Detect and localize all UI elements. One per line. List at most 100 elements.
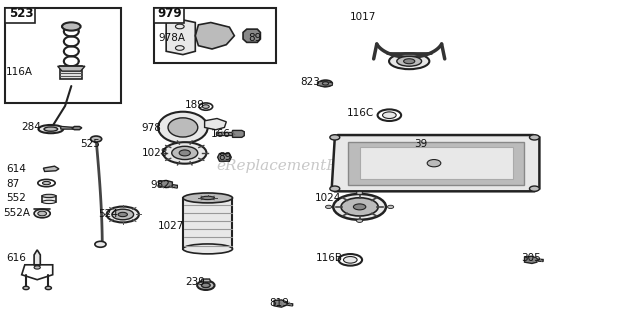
Text: 525: 525 <box>81 139 100 149</box>
Ellipse shape <box>95 241 106 247</box>
Text: 978: 978 <box>141 123 161 133</box>
Polygon shape <box>61 126 76 129</box>
Ellipse shape <box>183 193 232 203</box>
Ellipse shape <box>107 207 139 222</box>
Polygon shape <box>525 256 537 263</box>
Ellipse shape <box>118 213 128 217</box>
Text: 189: 189 <box>185 100 205 110</box>
Ellipse shape <box>158 112 208 143</box>
Text: 552A: 552A <box>3 209 30 218</box>
Polygon shape <box>60 66 82 79</box>
Ellipse shape <box>343 257 357 263</box>
Text: 305: 305 <box>521 253 541 262</box>
Ellipse shape <box>179 150 190 156</box>
Ellipse shape <box>383 112 396 118</box>
Text: 1027: 1027 <box>158 221 185 231</box>
Ellipse shape <box>38 125 63 133</box>
Bar <box>154 8 184 23</box>
Text: 978A: 978A <box>158 33 185 43</box>
Polygon shape <box>275 302 293 306</box>
Text: 116C: 116C <box>347 108 374 118</box>
Polygon shape <box>166 20 195 55</box>
Ellipse shape <box>202 283 210 288</box>
Text: 89: 89 <box>248 33 261 43</box>
Ellipse shape <box>529 135 539 140</box>
Text: 1028: 1028 <box>141 148 168 158</box>
Polygon shape <box>332 135 539 191</box>
Ellipse shape <box>322 82 329 85</box>
Ellipse shape <box>397 56 422 66</box>
Ellipse shape <box>112 209 134 220</box>
Ellipse shape <box>356 191 363 195</box>
Bar <box>154 8 276 63</box>
Ellipse shape <box>62 23 81 31</box>
Ellipse shape <box>356 219 363 222</box>
Polygon shape <box>159 180 172 188</box>
Polygon shape <box>526 258 543 261</box>
Text: 1024: 1024 <box>315 193 342 203</box>
Text: 284: 284 <box>22 122 42 132</box>
Ellipse shape <box>197 281 215 290</box>
Text: 89: 89 <box>218 152 231 162</box>
Ellipse shape <box>43 181 51 185</box>
Text: 979: 979 <box>157 7 182 20</box>
Polygon shape <box>201 279 211 282</box>
Ellipse shape <box>42 200 56 204</box>
Ellipse shape <box>388 205 394 209</box>
Polygon shape <box>43 166 59 171</box>
Ellipse shape <box>319 80 332 87</box>
Polygon shape <box>205 118 226 130</box>
Text: 87: 87 <box>6 179 19 189</box>
Ellipse shape <box>44 127 58 131</box>
Ellipse shape <box>168 118 198 137</box>
Ellipse shape <box>219 154 229 161</box>
Ellipse shape <box>330 135 340 140</box>
Text: 523: 523 <box>9 7 34 20</box>
Ellipse shape <box>333 194 386 220</box>
Polygon shape <box>218 154 231 161</box>
Text: 166: 166 <box>211 129 231 139</box>
Ellipse shape <box>201 196 215 200</box>
Polygon shape <box>72 126 82 130</box>
Text: 552: 552 <box>6 193 26 203</box>
Ellipse shape <box>91 136 102 142</box>
Ellipse shape <box>326 205 332 209</box>
Ellipse shape <box>389 53 429 69</box>
Text: 524: 524 <box>98 210 118 219</box>
Text: 1017: 1017 <box>350 12 377 22</box>
Text: 239: 239 <box>185 277 205 287</box>
Ellipse shape <box>45 286 51 290</box>
Ellipse shape <box>172 146 198 160</box>
Polygon shape <box>160 183 177 188</box>
Ellipse shape <box>341 198 378 216</box>
Ellipse shape <box>183 244 232 254</box>
Polygon shape <box>232 130 244 137</box>
Polygon shape <box>42 196 56 202</box>
Bar <box>5 8 121 103</box>
Polygon shape <box>274 300 286 307</box>
Polygon shape <box>195 23 234 49</box>
Polygon shape <box>360 147 513 179</box>
Polygon shape <box>183 198 232 249</box>
Ellipse shape <box>330 186 340 191</box>
Text: 616: 616 <box>6 253 26 262</box>
Text: 116A: 116A <box>6 67 33 77</box>
Polygon shape <box>58 66 85 71</box>
Ellipse shape <box>529 186 539 191</box>
Polygon shape <box>243 29 260 42</box>
Ellipse shape <box>353 204 366 210</box>
Polygon shape <box>317 81 332 87</box>
Ellipse shape <box>34 209 50 218</box>
Polygon shape <box>348 142 524 185</box>
Text: 614: 614 <box>6 164 26 174</box>
Bar <box>5 8 35 23</box>
Text: 39: 39 <box>414 139 427 149</box>
Ellipse shape <box>427 160 441 167</box>
Text: 819: 819 <box>270 298 290 308</box>
Ellipse shape <box>38 211 46 216</box>
Text: 823: 823 <box>301 77 321 87</box>
Ellipse shape <box>23 286 29 290</box>
Ellipse shape <box>163 142 206 164</box>
Polygon shape <box>34 250 40 266</box>
Text: eReplacementParts.com: eReplacementParts.com <box>216 159 404 173</box>
